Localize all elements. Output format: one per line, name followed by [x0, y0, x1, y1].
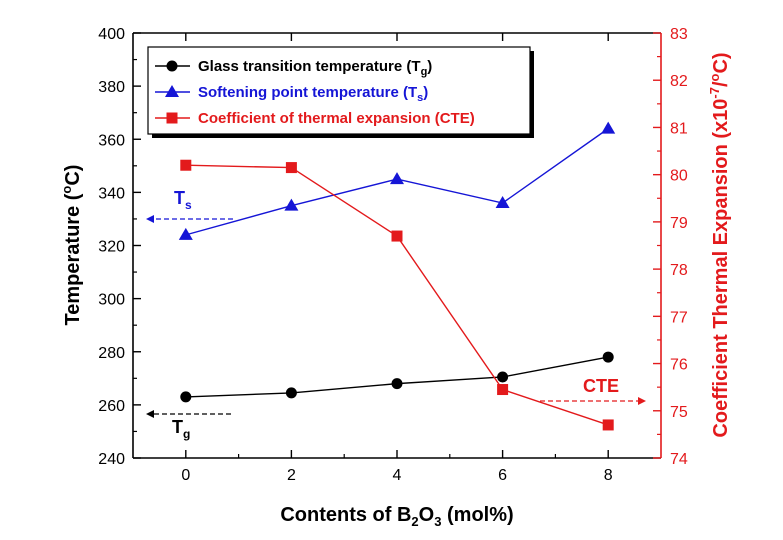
data-point-ts	[284, 198, 299, 211]
data-point-ts	[390, 172, 404, 185]
right-y-ticks: 74 75 76 77 78 79 80 81 82 83	[653, 26, 688, 468]
data-point-tg	[180, 391, 192, 403]
left-axis-title: Temperature (oC)	[59, 165, 84, 326]
left-y-tick-label: 240	[98, 451, 125, 468]
data-point-tg	[497, 371, 509, 383]
data-point-cte	[391, 230, 403, 242]
left-y-tick-label: 340	[98, 185, 125, 202]
legend-marker-tg	[166, 60, 178, 72]
annotation-tg: Tg	[146, 410, 231, 441]
left-y-tick-label: 260	[98, 398, 125, 415]
data-point-cte	[285, 162, 297, 174]
left-y-tick-label: 360	[98, 132, 125, 149]
x-tick-label: 6	[498, 467, 507, 484]
annotation-cte: CTE	[540, 376, 646, 405]
data-point-ts	[178, 227, 193, 240]
data-point-cte	[497, 384, 509, 396]
right-y-tick-label: 74	[670, 451, 688, 468]
ts-arrow-head	[146, 215, 154, 223]
tg-annotation-label: Tg	[172, 417, 190, 441]
legend-marker-cte	[166, 112, 178, 124]
right-y-tick-label: 82	[670, 73, 688, 90]
annotation-ts: Ts	[146, 188, 233, 223]
right-y-tick-label: 81	[670, 120, 688, 137]
right-y-tick-label: 76	[670, 357, 688, 374]
legend-label-ts: Softening point temperature (Ts)	[198, 84, 428, 104]
left-y-tick-label: 400	[98, 26, 125, 43]
cte-annotation-label: CTE	[583, 376, 619, 396]
right-y-tick-label: 75	[670, 404, 688, 421]
right-y-tick-label: 77	[670, 309, 688, 326]
right-y-tick-label: 78	[670, 262, 688, 279]
left-y-ticks: 240 260 280 300 320 340 360 380 400	[98, 26, 141, 468]
data-point-tg	[285, 387, 297, 399]
x-tick-label: 0	[181, 467, 190, 484]
right-y-tick-label: 79	[670, 215, 688, 232]
legend-items: Glass transition temperature (Tg) Softeni…	[155, 58, 475, 127]
left-y-tick-label: 380	[98, 79, 125, 96]
series-layer	[178, 121, 616, 431]
x-tick-label: 2	[287, 467, 296, 484]
left-y-tick-label: 280	[98, 345, 125, 362]
x-axis-title: Contents of B2O3 (mol%)	[280, 504, 513, 529]
legend: Glass transition temperature (Tg) Softeni…	[147, 46, 534, 138]
data-point-tg	[602, 351, 614, 363]
legend-marker-ts	[165, 85, 179, 97]
series-line-tg	[185, 356, 609, 398]
data-point-ts	[495, 196, 510, 208]
tg-arrow-head	[146, 410, 154, 418]
legend-label-cte: Coefficient of thermal expansion (CTE)	[198, 110, 475, 127]
right-y-tick-label: 80	[670, 168, 688, 185]
legend-box	[147, 46, 531, 135]
data-point-cte	[602, 419, 614, 431]
data-point-cte	[180, 159, 192, 171]
x-ticks: 0 2 4 6 8	[181, 33, 613, 484]
data-point-ts	[601, 121, 616, 134]
x-tick-label: 4	[393, 467, 402, 484]
left-y-tick-label: 300	[98, 292, 125, 309]
right-y-tick-label: 83	[670, 26, 688, 43]
right-axis-title: Coefficient Thermal Expansion (x10-7/oC)	[707, 52, 732, 437]
data-point-tg	[391, 378, 403, 390]
ts-annotation-label: Ts	[174, 188, 192, 212]
legend-label-tg: Glass transition temperature (Tg)	[198, 58, 432, 78]
left-y-tick-label: 320	[98, 239, 125, 256]
x-tick-label: 8	[604, 467, 613, 484]
cte-arrow-head	[638, 397, 646, 405]
